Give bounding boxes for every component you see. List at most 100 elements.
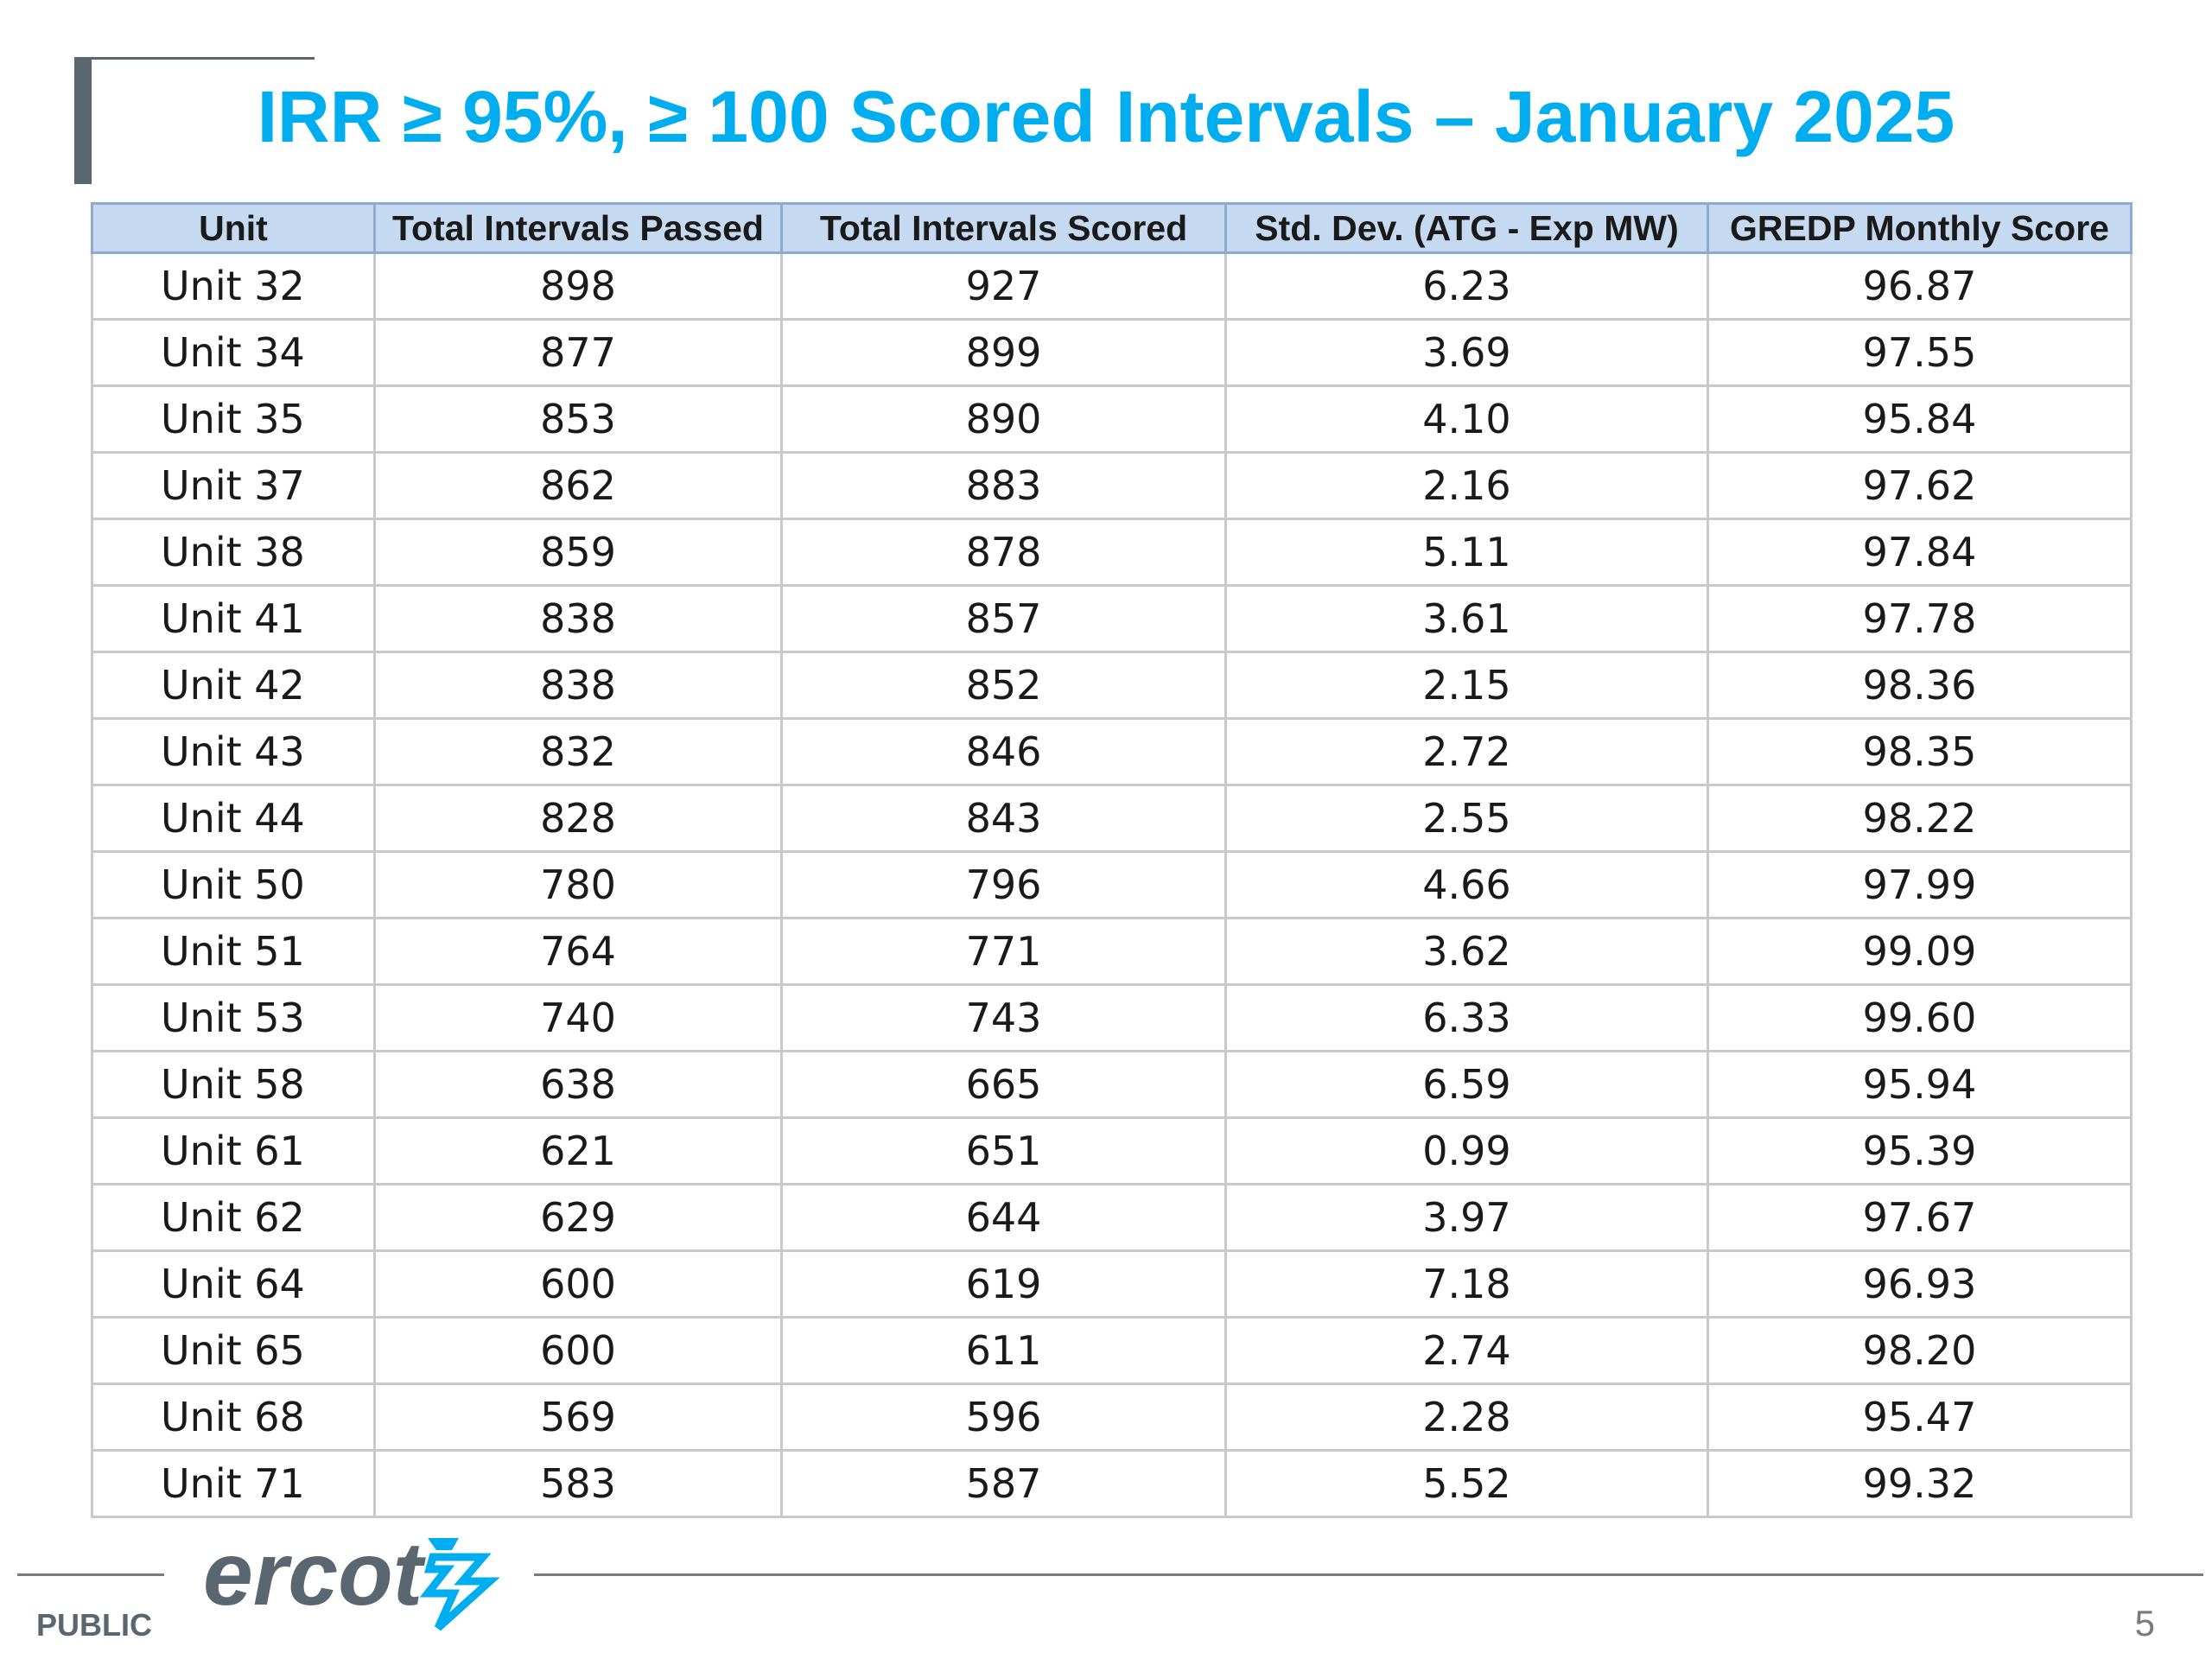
cell-intervals-scored: 665 [780,1050,1227,1119]
cell-intervals-passed: 583 [373,1449,783,1518]
cell-monthly-score: 99.60 [1707,983,2133,1052]
cell-std-dev: 5.52 [1224,1449,1709,1518]
cell-intervals-scored: 796 [780,850,1227,919]
scores-table-container: Unit Total Intervals Passed Total Interv… [91,202,2133,1518]
cell-intervals-passed: 853 [373,385,783,454]
table-row: Unit 68 569 596 2.28 95.47 [91,1382,2133,1452]
cell-intervals-passed: 859 [373,518,783,587]
cell-unit: Unit 51 [91,917,376,986]
cell-intervals-scored: 852 [780,651,1227,720]
cell-unit: Unit 65 [91,1316,376,1385]
cell-intervals-scored: 927 [780,251,1227,321]
cell-unit: Unit 61 [91,1116,376,1185]
cell-std-dev: 2.72 [1224,717,1709,786]
cell-intervals-scored: 846 [780,717,1227,786]
cell-std-dev: 2.28 [1224,1382,1709,1452]
cell-std-dev: 3.97 [1224,1183,1709,1252]
cell-unit: Unit 71 [91,1449,376,1518]
table-row: Unit 35 853 890 4.10 95.84 [91,385,2133,454]
cell-std-dev: 6.33 [1224,983,1709,1052]
cell-intervals-scored: 587 [780,1449,1227,1518]
cell-std-dev: 4.66 [1224,850,1709,919]
table-row: Unit 37 862 883 2.16 97.62 [91,451,2133,520]
cell-unit: Unit 41 [91,584,376,653]
footer-divider-left [17,1573,164,1576]
cell-monthly-score: 95.94 [1707,1050,2133,1119]
cell-intervals-passed: 569 [373,1382,783,1452]
table-row: Unit 44 828 843 2.55 98.22 [91,784,2133,853]
cell-unit: Unit 43 [91,717,376,786]
cell-monthly-score: 97.62 [1707,451,2133,520]
logo-wordmark: ercot [203,1524,423,1624]
cell-monthly-score: 97.99 [1707,850,2133,919]
cell-monthly-score: 97.78 [1707,584,2133,653]
cell-monthly-score: 99.09 [1707,917,2133,986]
cell-intervals-scored: 611 [780,1316,1227,1385]
cell-monthly-score: 97.67 [1707,1183,2133,1252]
cell-intervals-scored: 883 [780,451,1227,520]
scores-table: Unit Total Intervals Passed Total Interv… [91,202,2133,1518]
table-row: Unit 32 898 927 6.23 96.87 [91,251,2133,321]
cell-intervals-passed: 838 [373,584,783,653]
cell-intervals-passed: 600 [373,1316,783,1385]
cell-monthly-score: 96.93 [1707,1249,2133,1319]
table-row: Unit 61 621 651 0.99 95.39 [91,1116,2133,1185]
cell-intervals-scored: 890 [780,385,1227,454]
cell-unit: Unit 68 [91,1382,376,1452]
cell-intervals-scored: 843 [780,784,1227,853]
cell-intervals-scored: 651 [780,1116,1227,1185]
cell-std-dev: 5.11 [1224,518,1709,587]
cell-intervals-passed: 862 [373,451,783,520]
cell-unit: Unit 35 [91,385,376,454]
cell-std-dev: 0.99 [1224,1116,1709,1185]
cell-unit: Unit 34 [91,318,376,387]
slide-title: IRR ≥ 95%, ≥ 100 Scored Intervals – Janu… [257,76,1955,157]
cell-intervals-passed: 740 [373,983,783,1052]
title-bracket-bar [74,57,92,184]
cell-std-dev: 2.74 [1224,1316,1709,1385]
cell-monthly-score: 98.22 [1707,784,2133,853]
cell-std-dev: 2.16 [1224,451,1709,520]
cell-unit: Unit 62 [91,1183,376,1252]
cell-intervals-scored: 596 [780,1382,1227,1452]
ercot-logo: ercot [203,1522,505,1635]
cell-intervals-scored: 619 [780,1249,1227,1319]
cell-monthly-score: 98.20 [1707,1316,2133,1385]
cell-monthly-score: 97.55 [1707,318,2133,387]
cell-intervals-passed: 638 [373,1050,783,1119]
cell-intervals-passed: 629 [373,1183,783,1252]
table-row: Unit 34 877 899 3.69 97.55 [91,318,2133,387]
cell-intervals-passed: 898 [373,251,783,321]
table-row: Unit 38 859 878 5.11 97.84 [91,518,2133,587]
cell-unit: Unit 38 [91,518,376,587]
table-row: Unit 65 600 611 2.74 98.20 [91,1316,2133,1385]
column-header-intervals-scored: Total Intervals Scored [780,202,1227,254]
cell-monthly-score: 95.84 [1707,385,2133,454]
cell-unit: Unit 44 [91,784,376,853]
column-header-intervals-passed: Total Intervals Passed [373,202,783,254]
cell-intervals-passed: 828 [373,784,783,853]
cell-intervals-scored: 771 [780,917,1227,986]
table-row: Unit 71 583 587 5.52 99.32 [91,1449,2133,1518]
cell-monthly-score: 95.39 [1707,1116,2133,1185]
cell-std-dev: 3.62 [1224,917,1709,986]
cell-unit: Unit 50 [91,850,376,919]
cell-intervals-passed: 838 [373,651,783,720]
page-number: 5 [2134,1603,2155,1643]
cell-monthly-score: 98.36 [1707,651,2133,720]
cell-unit: Unit 32 [91,251,376,321]
footer-classification-label: PUBLIC [36,1607,152,1643]
cell-intervals-scored: 899 [780,318,1227,387]
table-row: Unit 50 780 796 4.66 97.99 [91,850,2133,919]
table-row: Unit 53 740 743 6.33 99.60 [91,983,2133,1052]
cell-intervals-passed: 877 [373,318,783,387]
cell-std-dev: 4.10 [1224,385,1709,454]
cell-intervals-scored: 644 [780,1183,1227,1252]
table-row: Unit 41 838 857 3.61 97.78 [91,584,2133,653]
column-header-monthly-score: GREDP Monthly Score [1707,202,2133,254]
table-header-row: Unit Total Intervals Passed Total Interv… [91,202,2133,254]
table-row: Unit 64 600 619 7.18 96.93 [91,1249,2133,1319]
cell-unit: Unit 42 [91,651,376,720]
cell-unit: Unit 37 [91,451,376,520]
column-header-std-dev: Std. Dev. (ATG - Exp MW) [1224,202,1709,254]
